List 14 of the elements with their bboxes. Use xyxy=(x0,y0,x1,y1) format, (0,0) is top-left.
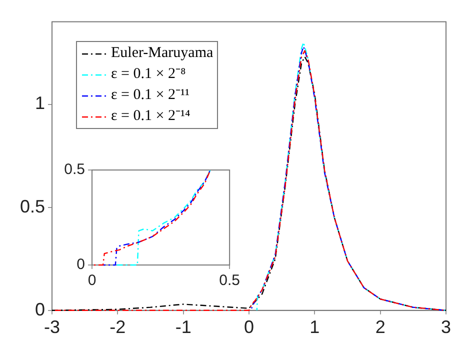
legend-label: ε = 0.1 × 2⁻¹¹ xyxy=(111,86,190,105)
x-tick-label: 2 xyxy=(375,317,386,338)
x-tick-label: 1 xyxy=(310,317,320,338)
x-tick-label: -2 xyxy=(110,317,126,338)
x-tick-label: -1 xyxy=(175,317,192,338)
x-tick-label: -3 xyxy=(44,317,60,338)
legend-label: ε = 0.1 × 2⁻⁸ xyxy=(111,65,186,84)
x-tick-label: 3 xyxy=(440,317,452,338)
y-tick-label: 0 xyxy=(34,299,45,320)
y-tick-label: 1 xyxy=(34,93,45,114)
legend-label: Euler-Maruyama xyxy=(111,44,214,63)
x-tick-label: 0 xyxy=(244,317,254,338)
y-tick-label: 0.5 xyxy=(20,196,45,216)
legend-label: ε = 0.1 × 2⁻¹⁴ xyxy=(111,107,190,126)
